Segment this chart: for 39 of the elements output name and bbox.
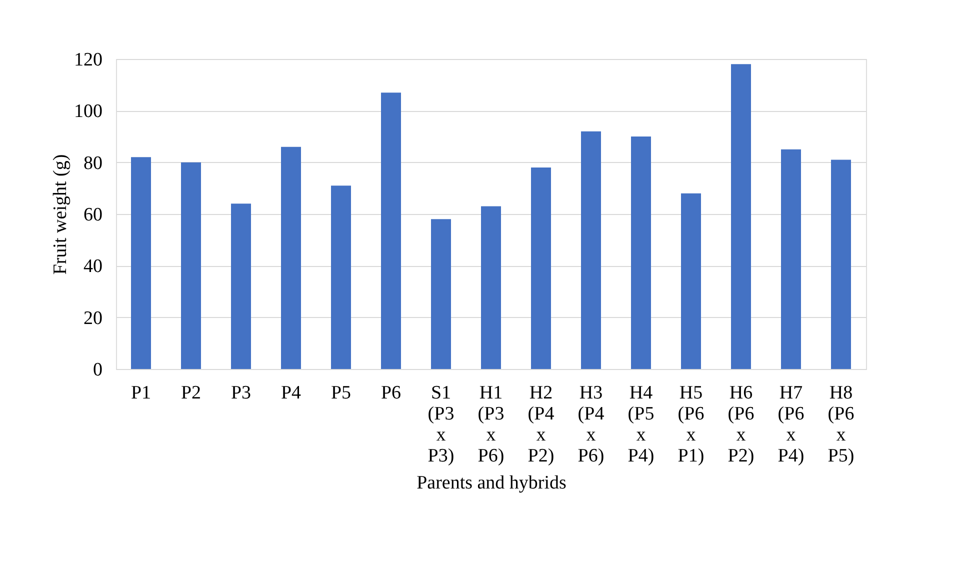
x-axis-title: Parents and hybrids — [416, 472, 566, 494]
bar — [231, 204, 251, 369]
bar — [481, 206, 501, 369]
bar — [731, 64, 751, 369]
bar — [831, 160, 851, 369]
bar — [131, 157, 151, 369]
bar — [781, 149, 801, 369]
y-tick-label: 20 — [84, 308, 102, 329]
x-tick-label: P6 — [380, 382, 402, 404]
x-tick-label: H8 (P6 x P5) — [828, 382, 854, 466]
y-tick-label: 40 — [84, 256, 102, 278]
bar — [331, 186, 351, 369]
y-tick-label: 100 — [74, 101, 102, 122]
x-tick-label: H3 (P4 x P6) — [578, 382, 605, 466]
y-tick-label: 60 — [84, 204, 102, 226]
x-tick-label: S1 (P3 x P3) — [428, 382, 454, 466]
x-tick-label: H4 (P5 x P4) — [628, 382, 654, 466]
x-tick-label: H6 (P6 x P2) — [728, 382, 754, 466]
bar — [531, 168, 551, 369]
x-tick-label: H7 (P6 x P4) — [778, 382, 804, 466]
bar — [381, 92, 401, 369]
y-tick-label: 120 — [74, 50, 102, 70]
x-tick-label: P3 — [230, 382, 252, 404]
x-tick-label: H2 (P4 x P2) — [528, 382, 555, 466]
bar — [281, 146, 301, 369]
y-axis-title: Fruit weight (g) — [50, 154, 71, 275]
bar — [681, 193, 701, 369]
bar — [181, 162, 201, 369]
x-tick-label: P1 — [130, 382, 152, 404]
x-tick-label: H5 (P6 x P1) — [678, 382, 704, 466]
y-tick-label: 80 — [84, 152, 102, 174]
bar — [631, 136, 651, 369]
x-tick-label: P4 — [280, 382, 302, 404]
bar — [581, 131, 601, 369]
x-tick-label: P2 — [180, 382, 202, 404]
x-tick-label: P5 — [330, 382, 352, 404]
x-tick-label: H1 (P3 x P6) — [478, 382, 504, 466]
y-tick-label: 0 — [93, 360, 102, 380]
bar — [431, 219, 451, 369]
